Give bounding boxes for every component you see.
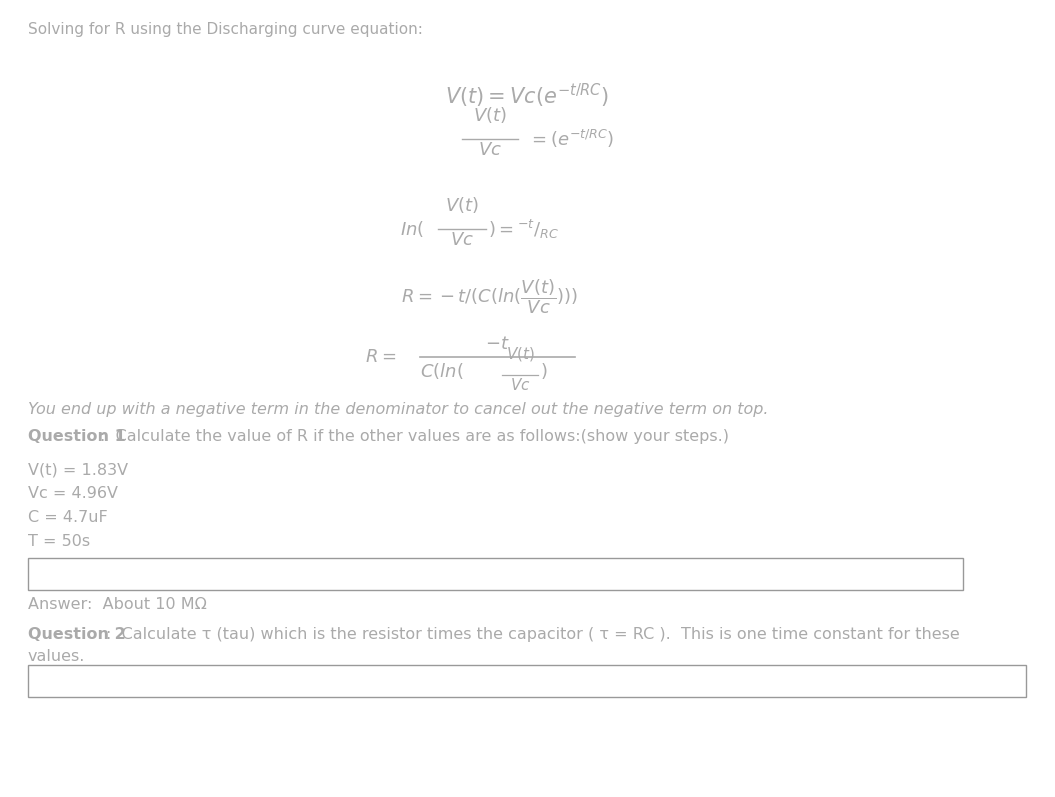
Text: Question 1: Question 1 — [28, 429, 126, 444]
Text: $V(t)$: $V(t)$ — [445, 195, 479, 215]
Text: :  Calculate τ (tau) which is the resistor times the capacitor ( τ = RC ).  This: : Calculate τ (tau) which is the resisto… — [106, 627, 960, 642]
Text: $V(t) = Vc(e^{-t/RC})$: $V(t) = Vc(e^{-t/RC})$ — [445, 82, 609, 110]
Text: $Vc$: $Vc$ — [510, 377, 531, 393]
Text: $) = {^{-t}/_{RC}}$: $) = {^{-t}/_{RC}}$ — [488, 218, 559, 241]
Text: values.: values. — [28, 649, 85, 664]
Text: $In($: $In($ — [400, 219, 424, 239]
Text: $Vc$: $Vc$ — [450, 231, 474, 249]
Text: You end up with a negative term in the denominator to cancel out the negative te: You end up with a negative term in the d… — [28, 402, 768, 417]
Text: T = 50s: T = 50s — [28, 534, 90, 549]
Text: $Vc$: $Vc$ — [478, 141, 502, 159]
Text: Question 2: Question 2 — [28, 627, 126, 642]
Text: $-t$: $-t$ — [485, 335, 510, 353]
Text: $)$: $)$ — [540, 361, 548, 381]
Text: $= (e^{-t/RC})$: $= (e^{-t/RC})$ — [528, 128, 614, 150]
Text: $R =$: $R =$ — [365, 348, 396, 366]
Text: V(t) = 1.83V: V(t) = 1.83V — [28, 462, 128, 477]
FancyBboxPatch shape — [28, 558, 963, 590]
Text: Solving for R using the Discharging curve equation:: Solving for R using the Discharging curv… — [28, 22, 423, 37]
Text: $C(ln($: $C(ln($ — [420, 361, 463, 381]
Text: Answer:  About 10 MΩ: Answer: About 10 MΩ — [28, 597, 207, 612]
Text: $R= -t/(C(ln(\dfrac{V(t)}{Vc})))$: $R= -t/(C(ln(\dfrac{V(t)}{Vc})))$ — [402, 277, 578, 316]
Text: $V(t)$: $V(t)$ — [473, 105, 506, 125]
Text: :  Calculate the value of R if the other values are as follows:(show your steps.: : Calculate the value of R if the other … — [100, 429, 729, 444]
Text: Vc = 4.96V: Vc = 4.96V — [28, 486, 118, 501]
Text: C = 4.7uF: C = 4.7uF — [28, 510, 108, 525]
Text: $V(t)$: $V(t)$ — [505, 345, 535, 363]
FancyBboxPatch shape — [28, 665, 1027, 697]
